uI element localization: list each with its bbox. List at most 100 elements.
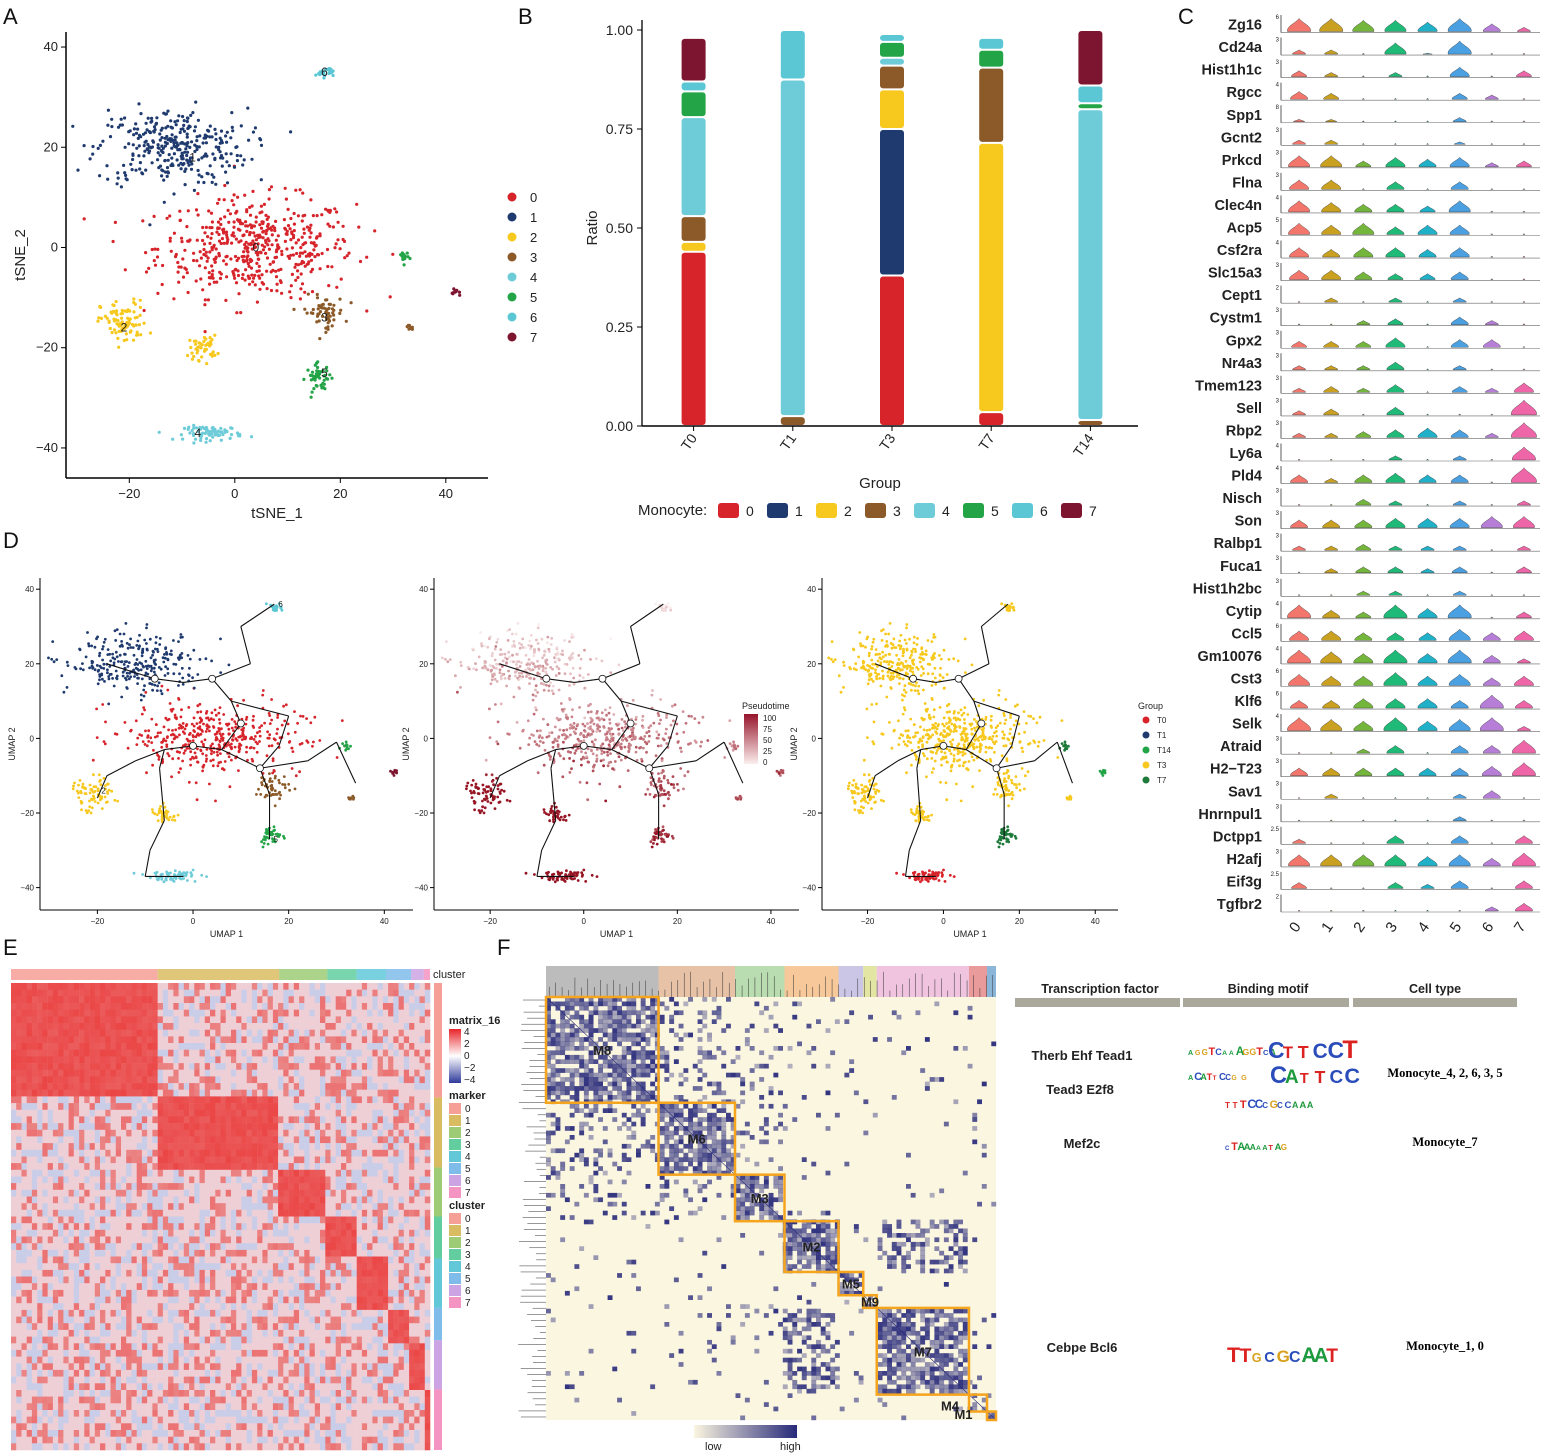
tsne-point: [138, 298, 142, 302]
umap-point: [550, 731, 554, 734]
umap-point: [102, 776, 106, 780]
violin-shape: [1483, 654, 1501, 664]
trajectory-edge: [536, 850, 543, 877]
umap-point: [196, 704, 200, 708]
tsne-point: [262, 202, 266, 206]
violin-shape: [1289, 179, 1309, 190]
umap-point: [988, 757, 992, 761]
tsne-point: [289, 216, 293, 221]
tsne-point: [180, 151, 184, 155]
umap-point: [514, 670, 517, 674]
violin-shape: [1292, 365, 1306, 370]
umap-point: [980, 743, 983, 747]
umap-point: [159, 689, 163, 693]
umap-point: [965, 732, 969, 736]
umap-point: [652, 795, 656, 799]
tsne-point: [235, 311, 239, 315]
umap-point: [62, 690, 66, 694]
umap-point: [634, 750, 638, 754]
umap-point: [837, 674, 841, 678]
umap-point: [919, 725, 922, 729]
umap-point: [266, 730, 269, 734]
tsne-point: [128, 317, 132, 321]
umap-point: [87, 642, 90, 646]
tsne-point: [202, 242, 207, 246]
umap-point: [88, 805, 92, 809]
trajectory-edge: [649, 760, 697, 769]
umap-point: [518, 646, 522, 650]
violin-shape: [1321, 179, 1341, 190]
umap-point: [164, 878, 168, 882]
violin-shape: [1448, 854, 1471, 867]
umap-point: [73, 781, 76, 785]
umap-point: [158, 807, 162, 811]
umap-point: [665, 727, 668, 731]
umap-point: [139, 668, 143, 672]
tsne-point: [250, 157, 254, 161]
umap-point: [557, 667, 561, 671]
tsne-point: [255, 269, 259, 273]
umap-point: [862, 758, 866, 762]
tsne-point: [325, 365, 329, 369]
tsne-point: [133, 302, 137, 306]
umap-point: [975, 720, 978, 723]
trajectory-node: [542, 674, 551, 683]
umap-point: [66, 664, 70, 667]
umap-point: [145, 647, 149, 651]
umap-point: [523, 646, 527, 649]
umap-point: [147, 729, 151, 733]
umap-point: [241, 732, 245, 736]
umap-point: [630, 738, 634, 741]
tsne-point: [119, 117, 123, 121]
umap-point: [389, 769, 392, 773]
violin-shape: [1362, 796, 1365, 799]
tsne-point: [292, 211, 296, 216]
umap-point: [193, 751, 197, 755]
umap-point: [103, 742, 107, 746]
umap-point: [145, 642, 148, 645]
violin-shape: [1522, 210, 1526, 213]
violin-shape: [1353, 247, 1374, 258]
umap-point: [595, 875, 599, 878]
umap-point: [129, 637, 133, 641]
tsne-point: [286, 254, 290, 258]
tsne-point: [292, 222, 296, 226]
violin-shape: [1417, 608, 1438, 619]
tsne-point: [136, 136, 140, 140]
umap-point: [963, 752, 967, 755]
tsne-point: [217, 239, 222, 243]
violin-shape: [1522, 255, 1526, 258]
umap-point: [71, 787, 75, 791]
umap-point: [101, 703, 105, 706]
umap-point: [860, 805, 863, 809]
trajectory-edge: [259, 745, 280, 769]
umap-point: [524, 871, 528, 875]
violin-shape: [1362, 819, 1365, 822]
tsne-point: [196, 168, 200, 173]
umap-point: [909, 808, 913, 811]
umap-point: [906, 664, 910, 668]
umap-point: [777, 772, 781, 775]
umap-point: [166, 667, 170, 671]
umap-point: [167, 754, 171, 758]
trajectory-node: [256, 764, 264, 773]
violin-shape: [1290, 474, 1308, 483]
tsne-point: [235, 258, 239, 263]
umap-point: [533, 873, 536, 876]
umap-point: [1007, 789, 1011, 793]
umap-point: [142, 694, 146, 698]
umap-point: [474, 786, 478, 789]
umap-point: [894, 646, 898, 649]
umap-point: [706, 739, 710, 742]
tsne-point: [98, 143, 102, 147]
umap-point: [204, 730, 208, 733]
violin-shape: [1522, 233, 1526, 235]
umap-point: [218, 732, 222, 736]
umap-point: [189, 871, 193, 875]
tsne-point: [339, 308, 343, 312]
bar-segment: [979, 50, 1004, 67]
umap-point: [657, 733, 661, 737]
umap-point: [595, 757, 599, 761]
tsne-point: [310, 252, 314, 256]
umap-point: [641, 726, 645, 729]
